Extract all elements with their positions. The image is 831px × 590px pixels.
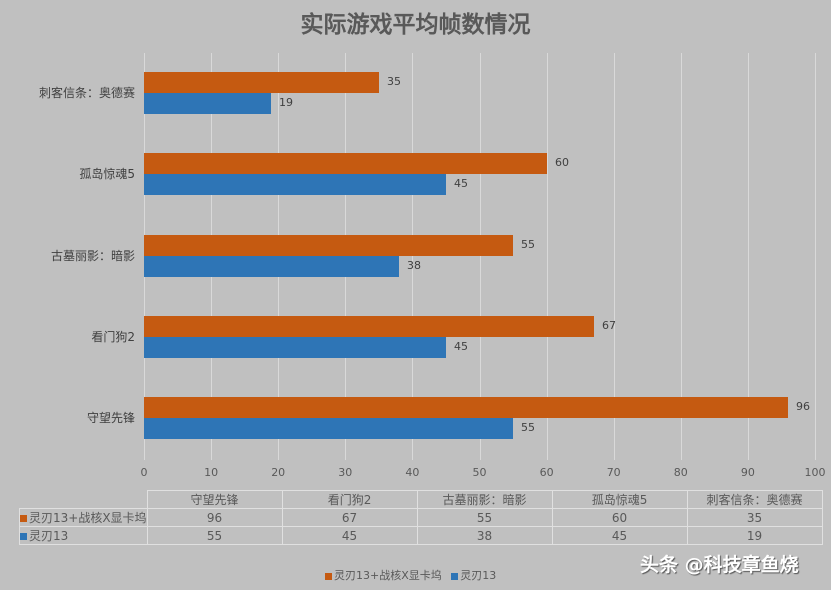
- bar: [144, 397, 788, 418]
- legend-swatch-icon: [451, 572, 459, 580]
- gridline: [480, 53, 481, 460]
- legend-key-icon: [20, 515, 27, 522]
- data-table-row: 灵刃13+战核X显卡坞 96 67 55 60 35: [19, 508, 823, 527]
- table-cell: 60: [551, 508, 688, 527]
- legend-item: 灵刃13: [451, 569, 496, 582]
- data-label: 19: [279, 96, 293, 109]
- bar: [144, 174, 446, 195]
- x-tick-label: 40: [405, 466, 420, 479]
- x-tick-label: 60: [539, 466, 554, 479]
- bar: [144, 337, 446, 358]
- legend-item: 灵刃13+战核X显卡坞: [325, 569, 442, 582]
- table-cell: 55: [416, 508, 553, 527]
- gridline: [681, 53, 682, 460]
- x-tick-label: 80: [673, 466, 688, 479]
- x-tick-label: 90: [740, 466, 755, 479]
- row-label: 灵刃13: [29, 529, 69, 543]
- plot-area: 96 55 67 45 55 38 60 45 35 19: [144, 53, 816, 460]
- chart-title: 实际游戏平均帧数情况: [300, 11, 531, 38]
- column-header: 古墓丽影：暗影: [416, 490, 553, 509]
- data-label: 55: [521, 238, 535, 251]
- column-header: 守望先锋: [146, 490, 283, 509]
- data-table: 守望先锋 看门狗2 古墓丽影：暗影 孤岛惊魂5 刺客信条：奥德赛 灵刃13+战核…: [19, 490, 823, 545]
- bar: [144, 72, 379, 93]
- data-label: 96: [796, 400, 810, 413]
- table-cell: 35: [686, 508, 823, 527]
- category-label: 古墓丽影：暗影: [50, 249, 135, 263]
- table-cell: 67: [281, 508, 418, 527]
- row-label: 灵刃13+战核X显卡坞: [29, 511, 147, 525]
- x-tick-label: 50: [472, 466, 487, 479]
- x-tick-label: 70: [606, 466, 621, 479]
- x-tick-label: 20: [271, 466, 286, 479]
- column-header: 刺客信条：奥德赛: [686, 490, 823, 509]
- bar: [144, 93, 271, 114]
- gridline: [412, 53, 413, 460]
- data-label: 45: [454, 340, 468, 353]
- gridline: [547, 53, 548, 460]
- table-cell: 96: [146, 508, 283, 527]
- category-label: 刺客信条：奥德赛: [38, 86, 135, 100]
- legend: 灵刃13+战核X显卡坞 灵刃13: [325, 567, 502, 583]
- bar: [144, 316, 594, 337]
- watermark: 头条 @科技章鱼烧: [640, 554, 799, 576]
- legend-key-icon: [20, 533, 27, 540]
- data-table-header-row: 守望先锋 看门狗2 古墓丽影：暗影 孤岛惊魂5 刺客信条：奥德赛: [19, 490, 823, 509]
- data-label: 55: [521, 421, 535, 434]
- x-tick-label: 10: [204, 466, 219, 479]
- data-label: 35: [387, 75, 401, 88]
- bar: [144, 153, 547, 174]
- category-label: 守望先锋: [86, 411, 135, 425]
- data-label: 60: [555, 156, 569, 169]
- x-tick-label: 100: [804, 466, 826, 479]
- table-cell: 45: [551, 526, 688, 545]
- bar: [144, 235, 513, 256]
- table-cell: 45: [281, 526, 418, 545]
- category-label: 孤岛惊魂5: [79, 167, 135, 181]
- gridline: [748, 53, 749, 460]
- table-cell: 38: [416, 526, 553, 545]
- gridline: [614, 53, 615, 460]
- bar: [144, 418, 513, 439]
- data-label: 67: [602, 319, 616, 332]
- table-cell: 55: [146, 526, 283, 545]
- legend-swatch-icon: [325, 572, 332, 580]
- column-header: 看门狗2: [281, 490, 418, 509]
- x-tick-label: 30: [338, 466, 353, 479]
- column-header: 孤岛惊魂5: [551, 490, 688, 509]
- bar: [144, 256, 399, 277]
- data-table-row: 灵刃13 55 45 38 45 19: [19, 526, 823, 545]
- data-label: 38: [407, 259, 421, 272]
- x-tick-label: 0: [140, 466, 148, 479]
- gridline: [815, 53, 816, 460]
- category-label: 看门狗2: [91, 330, 135, 344]
- table-cell: 19: [686, 526, 823, 545]
- data-label: 45: [454, 177, 468, 190]
